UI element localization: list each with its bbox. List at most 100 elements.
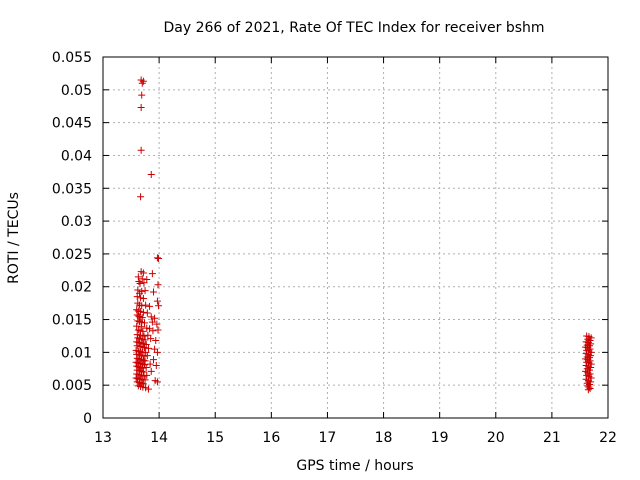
data-point bbox=[137, 146, 145, 154]
data-point bbox=[150, 288, 157, 296]
x-tick-labels: 13 14 15 16 17 18 19 20 21 22 bbox=[94, 430, 617, 446]
data-point bbox=[143, 371, 151, 379]
data-point bbox=[153, 297, 161, 305]
data-point bbox=[153, 348, 161, 356]
data-point bbox=[143, 309, 151, 317]
data-point bbox=[133, 322, 141, 330]
data-point bbox=[137, 318, 145, 326]
data-point bbox=[586, 384, 594, 392]
data-point bbox=[142, 301, 150, 309]
y-tick-label: 0.015 bbox=[52, 313, 92, 329]
data-point bbox=[135, 318, 143, 326]
data-point bbox=[150, 356, 157, 364]
data-point bbox=[154, 326, 162, 334]
data-point bbox=[132, 374, 140, 382]
y-tick-labels: 0 0.005 0.01 0.015 0.02 0.025 0.03 0.035 0.04 0.0… bbox=[52, 50, 92, 427]
data-point bbox=[147, 170, 155, 178]
x-tick-label: 15 bbox=[206, 430, 224, 446]
x-tick-label: 18 bbox=[375, 430, 393, 446]
data-point bbox=[135, 312, 143, 320]
data-point bbox=[155, 255, 163, 263]
data-point bbox=[133, 293, 141, 301]
data-point bbox=[138, 314, 146, 322]
data-point bbox=[141, 376, 149, 384]
x-tick-label: 19 bbox=[431, 430, 449, 446]
data-point bbox=[152, 361, 160, 369]
y-tick-label: 0.055 bbox=[52, 50, 92, 66]
x-tick-label: 13 bbox=[94, 430, 112, 446]
data-point bbox=[134, 334, 142, 342]
x-tick-label: 16 bbox=[262, 430, 280, 446]
data-point bbox=[139, 356, 147, 364]
data-point bbox=[134, 273, 142, 281]
data-point bbox=[141, 344, 149, 352]
data-points bbox=[132, 76, 595, 394]
x-tick-label: 20 bbox=[487, 430, 505, 446]
data-point bbox=[146, 360, 154, 368]
y-tick-label: 0.045 bbox=[52, 116, 92, 132]
data-point bbox=[151, 314, 159, 322]
data-point bbox=[139, 77, 147, 85]
data-point bbox=[144, 385, 152, 393]
y-tick-label: 0 bbox=[83, 411, 92, 427]
data-point bbox=[142, 348, 150, 356]
y-tick-label: 0.03 bbox=[61, 214, 92, 230]
data-point bbox=[139, 269, 147, 277]
data-point bbox=[149, 327, 157, 335]
data-point bbox=[137, 193, 145, 201]
data-point bbox=[138, 323, 146, 331]
data-point bbox=[142, 363, 150, 371]
chart-title: Day 266 of 2021, Rate Of TEC Index for r… bbox=[163, 20, 544, 36]
y-tick-label: 0.04 bbox=[61, 148, 92, 164]
data-point bbox=[139, 308, 147, 316]
grid-lines bbox=[103, 57, 608, 418]
data-point bbox=[148, 318, 156, 326]
data-point bbox=[132, 358, 140, 366]
x-tick-label: 22 bbox=[599, 430, 617, 446]
data-point bbox=[137, 348, 145, 356]
data-point bbox=[584, 386, 592, 394]
data-point bbox=[137, 104, 145, 112]
data-point bbox=[139, 295, 147, 303]
data-point bbox=[148, 270, 156, 278]
data-point bbox=[141, 319, 149, 327]
data-point bbox=[133, 362, 141, 370]
data-point bbox=[134, 286, 142, 294]
data-point bbox=[133, 331, 141, 339]
data-point bbox=[152, 337, 160, 345]
data-point bbox=[140, 279, 148, 287]
data-point bbox=[141, 287, 149, 295]
data-point bbox=[143, 352, 151, 360]
data-point bbox=[133, 354, 141, 362]
x-axis-label: GPS time / hours bbox=[296, 458, 413, 474]
data-point bbox=[153, 378, 161, 386]
plot-frame bbox=[102, 56, 609, 419]
data-point bbox=[146, 302, 154, 310]
data-point bbox=[144, 344, 152, 352]
data-point bbox=[136, 279, 144, 287]
y-tick-label: 0.05 bbox=[61, 83, 92, 99]
y-tick-label: 0.02 bbox=[61, 280, 92, 296]
y-tick-label: 0.035 bbox=[52, 181, 92, 197]
data-point bbox=[134, 326, 142, 334]
data-point bbox=[147, 313, 155, 321]
data-point bbox=[133, 306, 141, 314]
data-point bbox=[147, 367, 155, 375]
y-tick-label: 0.005 bbox=[52, 378, 92, 394]
y-tick-label: 0.025 bbox=[52, 247, 92, 263]
x-tick-label: 21 bbox=[543, 430, 561, 446]
data-point bbox=[153, 320, 161, 328]
data-point bbox=[147, 335, 155, 343]
data-point bbox=[139, 343, 147, 351]
x-tick-label: 17 bbox=[319, 430, 337, 446]
data-point bbox=[141, 336, 149, 344]
data-point bbox=[153, 254, 161, 262]
data-point bbox=[155, 302, 163, 310]
x-tick-label: 14 bbox=[150, 430, 168, 446]
data-point bbox=[138, 302, 146, 310]
y-axis-label: ROTI / TECUs bbox=[6, 192, 22, 284]
data-point bbox=[139, 327, 147, 335]
data-point bbox=[140, 332, 148, 340]
